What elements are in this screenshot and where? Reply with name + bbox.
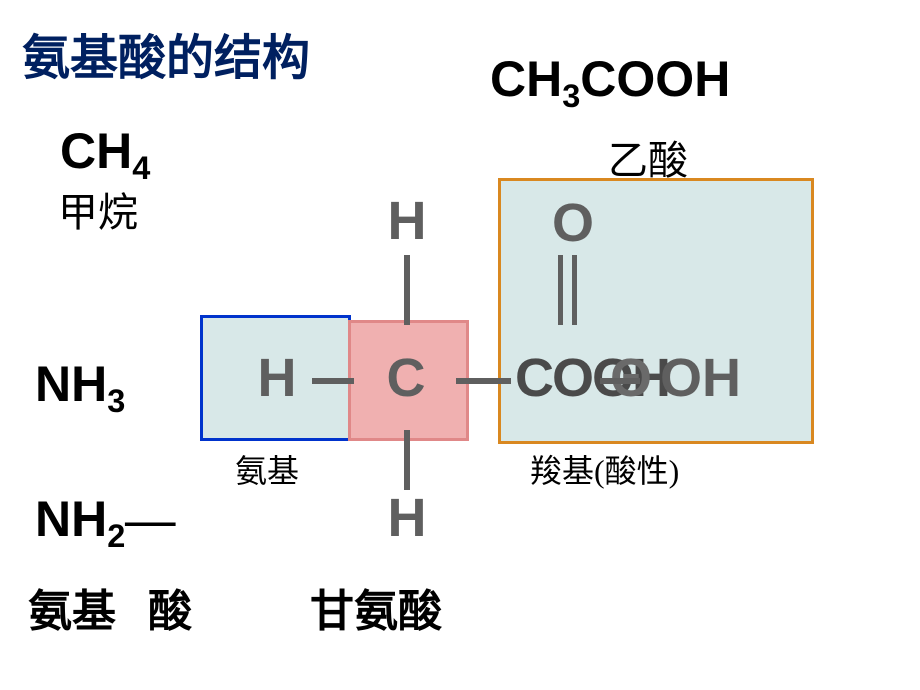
bond-top — [404, 255, 410, 325]
subscript: 3 — [562, 78, 580, 114]
slide: 氨基酸的结构 CH3COOH 乙酸 CH4 甲烷 NH3 NH2— 氨基 酸 H… — [0, 0, 920, 690]
carboxyl-group-label: 羧基(酸性) — [530, 446, 679, 492]
text: COOH — [580, 51, 730, 107]
text: NH — [35, 356, 107, 412]
acid-label-left: 酸 — [148, 575, 192, 639]
atom-c-center: C — [384, 347, 428, 409]
slide-title: 氨基酸的结构 — [22, 18, 310, 88]
amino-label-left: 氨基 — [28, 575, 116, 639]
text: NH — [35, 491, 107, 547]
bond-right — [456, 378, 511, 384]
text: CH — [490, 51, 562, 107]
ammonia-formula: NH3 — [35, 355, 125, 420]
acetic-acid-formula: CH3COOH — [490, 50, 730, 115]
glycine-label: 甘氨酸 — [310, 575, 442, 639]
subscript: 3 — [107, 383, 125, 419]
amino-group-formula: NH2— — [35, 490, 175, 555]
atom-h-bottom: H — [385, 487, 429, 549]
methane-name: 甲烷 — [58, 180, 138, 238]
bond-c-oh — [600, 378, 640, 384]
bond-bottom — [404, 430, 410, 490]
bond-left — [312, 378, 354, 384]
amino-group-label: 氨基 — [235, 446, 299, 492]
atom-oh: OH — [660, 347, 770, 409]
atom-h-left: H — [255, 347, 299, 409]
atom-o-top: O — [548, 192, 598, 254]
atom-h-top: H — [385, 190, 429, 252]
dash: — — [125, 491, 175, 547]
text: CH — [60, 123, 132, 179]
subscript: 2 — [107, 518, 125, 554]
methane-formula: CH4 — [60, 122, 150, 187]
